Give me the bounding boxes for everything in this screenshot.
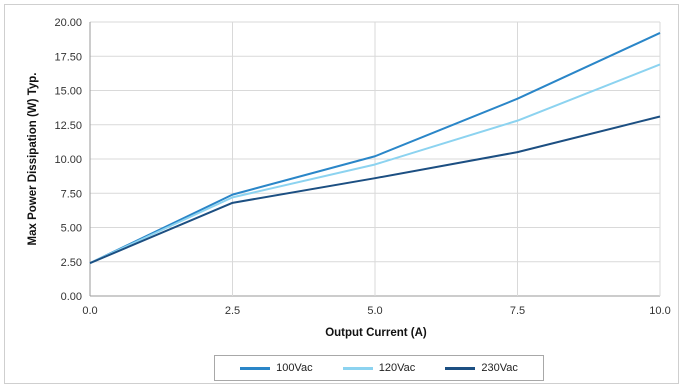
legend-label-230vac: 230Vac xyxy=(481,362,518,374)
legend-item-230vac: 230Vac xyxy=(445,362,518,374)
series-line-230vac xyxy=(89,115,661,265)
legend-swatch-230vac xyxy=(445,366,476,370)
y-tick-label: 5.00 xyxy=(61,223,82,235)
legend-item-100vac: 100Vac xyxy=(240,362,313,374)
gridlines xyxy=(89,21,661,297)
y-tick-labels: 0.00 2.50 5.00 7.50 10.00 12.50 15.00 17.50 20.0… xyxy=(54,17,82,303)
x-tick-label: 10.0 xyxy=(649,305,670,317)
x-tick-label: 2.5 xyxy=(225,305,240,317)
y-tick-label: 15.00 xyxy=(54,86,82,98)
y-tick-label: 17.50 xyxy=(54,51,82,63)
y-tick-label: 0.00 xyxy=(61,291,82,303)
y-tick-label: 2.50 xyxy=(61,257,82,269)
x-tick-labels: 0.0 2.5 5.0 7.5 10.0 xyxy=(82,305,670,317)
legend-label-120vac: 120Vac xyxy=(378,362,416,374)
series-line-120vac xyxy=(89,63,661,265)
legend-item-120vac: 120Vac xyxy=(342,362,416,374)
legend-swatch-120vac xyxy=(342,366,373,370)
x-tick-label: 7.5 xyxy=(510,305,525,317)
y-tick-label: 20.00 xyxy=(54,17,82,29)
x-axis-title: Output Current (A) xyxy=(325,327,427,339)
series-line-100vac xyxy=(89,32,661,265)
y-tick-label: 12.50 xyxy=(54,120,82,132)
x-tick-label: 5.0 xyxy=(367,305,382,317)
series-lines xyxy=(89,32,661,265)
y-axis-title: Max Power Dissipation (W) Typ. xyxy=(27,73,39,246)
legend-swatch-100vac xyxy=(240,366,271,370)
x-tick-label: 0.0 xyxy=(82,305,97,317)
chart-frame xyxy=(4,4,679,384)
chart-legend: 100Vac 120Vac 230Vac xyxy=(214,355,544,381)
y-tick-label: 7.50 xyxy=(61,188,82,200)
y-tick-label: 10.00 xyxy=(54,154,82,166)
legend-label-100vac: 100Vac xyxy=(276,362,313,374)
